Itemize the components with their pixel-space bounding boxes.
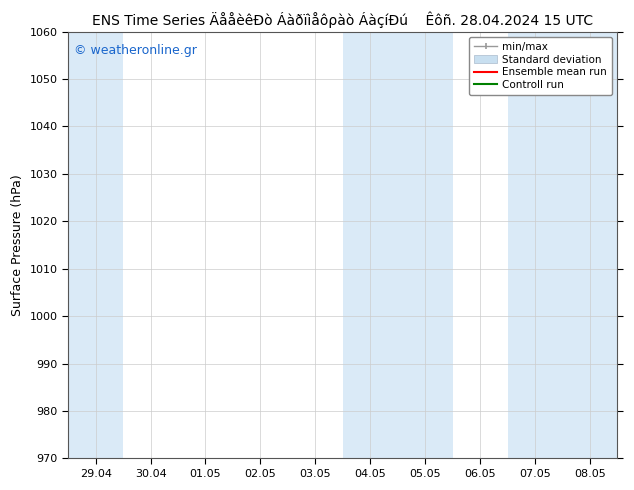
- Legend: min/max, Standard deviation, Ensemble mean run, Controll run: min/max, Standard deviation, Ensemble me…: [469, 37, 612, 95]
- Bar: [398, 31, 453, 459]
- Y-axis label: Surface Pressure (hPa): Surface Pressure (hPa): [11, 174, 24, 316]
- Text: © weatheronline.gr: © weatheronline.gr: [74, 45, 197, 57]
- Bar: [68, 31, 123, 459]
- Bar: [507, 31, 562, 459]
- Bar: [562, 31, 618, 459]
- Title: ENS Time Series ÄååèêÐò Áàðïìåôρàò ÁàçíÐú    Êôñ. 28.04.2024 15 UTC: ENS Time Series ÄååèêÐò Áàðïìåôρàò ÁàçíÐ…: [92, 11, 593, 27]
- Bar: [343, 31, 398, 459]
